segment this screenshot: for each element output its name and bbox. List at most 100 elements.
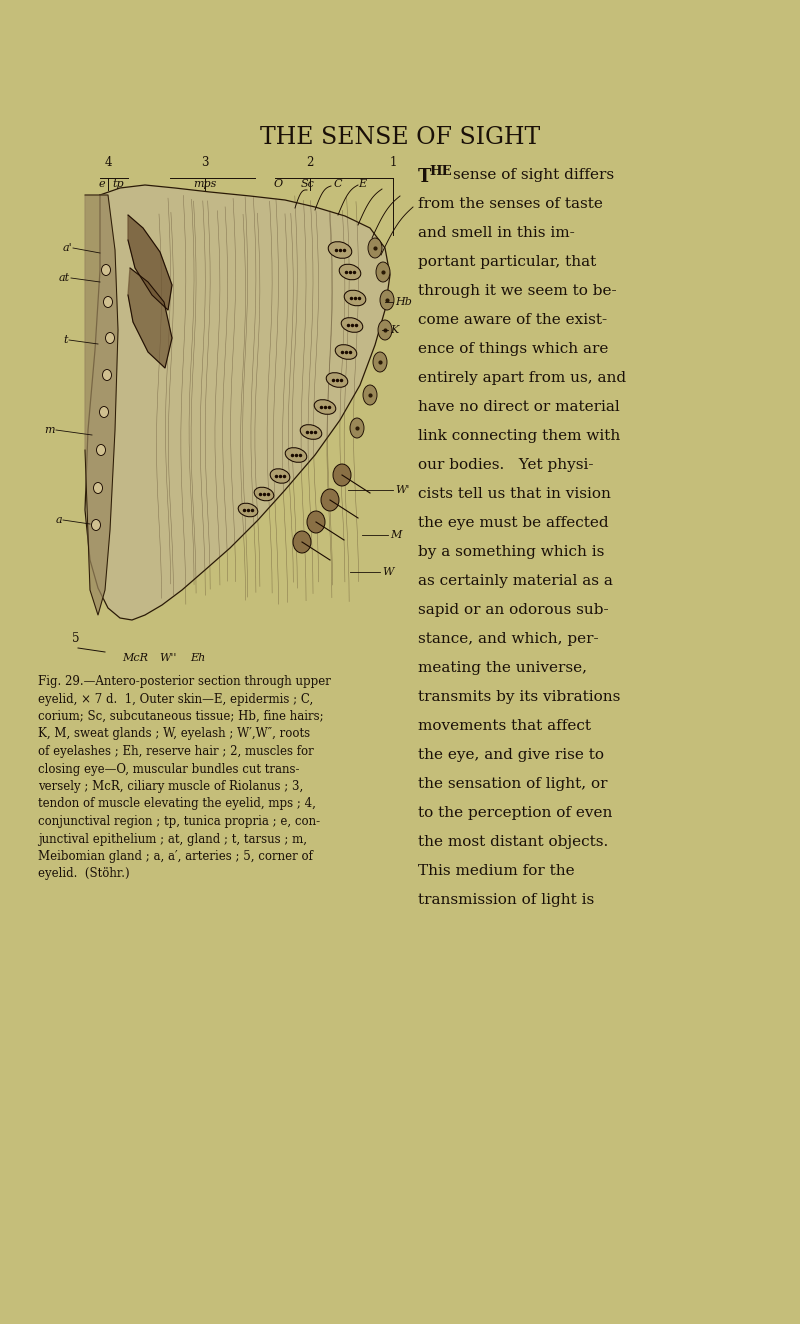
Ellipse shape [99,406,109,417]
Ellipse shape [94,482,102,494]
Text: O: O [274,179,282,189]
Text: the most distant objects.: the most distant objects. [418,835,608,849]
Text: our bodies.   Yet physi-: our bodies. Yet physi- [418,458,594,471]
Polygon shape [128,267,172,368]
Text: movements that affect: movements that affect [418,719,591,733]
Text: the eye, and give rise to: the eye, and give rise to [418,748,604,763]
Text: Fig. 29.—Antero-posterior section through upper: Fig. 29.—Antero-posterior section throug… [38,675,331,688]
Text: e: e [98,179,106,189]
Text: E: E [358,179,366,189]
Text: from the senses of taste: from the senses of taste [418,197,603,211]
Text: of eyelashes ; Eh, reserve hair ; 2, muscles for: of eyelashes ; Eh, reserve hair ; 2, mus… [38,745,314,759]
Text: corium; Sc, subcutaneous tissue; Hb, fine hairs;: corium; Sc, subcutaneous tissue; Hb, fin… [38,710,324,723]
Text: conjunctival region ; tp, tunica propria ; e, con-: conjunctival region ; tp, tunica propria… [38,816,320,828]
Text: eyelid.  (Stöhr.): eyelid. (Stöhr.) [38,867,130,880]
Ellipse shape [363,385,377,405]
Text: cists tell us that in vision: cists tell us that in vision [418,487,611,500]
Ellipse shape [102,265,110,275]
Text: stance, and which, per-: stance, and which, per- [418,632,598,646]
Text: a': a' [62,244,72,253]
Text: as certainly material as a: as certainly material as a [418,575,613,588]
Text: closing eye—O, muscular bundles cut trans-: closing eye—O, muscular bundles cut tran… [38,763,299,776]
Text: 4: 4 [104,156,112,169]
Ellipse shape [368,238,382,258]
Ellipse shape [342,318,362,332]
Polygon shape [85,185,390,620]
Text: Meibomian gland ; a, a′, arteries ; 5, corner of: Meibomian gland ; a, a′, arteries ; 5, c… [38,850,313,863]
Text: at: at [59,273,70,283]
Text: by a something which is: by a something which is [418,545,604,559]
Text: Hb: Hb [395,297,412,307]
Ellipse shape [350,418,364,438]
Text: Sc: Sc [301,179,315,189]
Text: This medium for the: This medium for the [418,865,574,878]
Text: K: K [390,324,398,335]
Text: a: a [55,515,62,526]
Ellipse shape [102,369,111,380]
Text: transmits by its vibrations: transmits by its vibrations [418,690,620,704]
Text: come aware of the exist-: come aware of the exist- [418,312,607,327]
Ellipse shape [335,344,357,359]
Text: McR: McR [122,653,148,663]
Text: have no direct or material: have no direct or material [418,400,620,414]
Ellipse shape [339,265,361,279]
Ellipse shape [380,290,394,310]
Ellipse shape [333,463,351,486]
Ellipse shape [300,425,322,440]
Text: versely ; McR, ciliary muscle of Riolanus ; 3,: versely ; McR, ciliary muscle of Riolanu… [38,780,303,793]
Ellipse shape [373,352,387,372]
Text: 5: 5 [72,632,79,645]
Text: K, M, sweat glands ; W, eyelash ; W′,W″, roots: K, M, sweat glands ; W, eyelash ; W′,W″,… [38,727,310,740]
Text: W': W' [395,485,410,495]
Text: entirely apart from us, and: entirely apart from us, and [418,371,626,385]
Ellipse shape [238,503,258,516]
Text: mps: mps [194,179,217,189]
Text: M: M [390,530,402,540]
Text: link connecting them with: link connecting them with [418,429,620,444]
Text: the sensation of light, or: the sensation of light, or [418,777,607,790]
Text: sense of sight differs: sense of sight differs [453,168,614,181]
Text: T: T [418,168,431,185]
Text: to the perception of even: to the perception of even [418,806,612,820]
Text: eyelid, × 7 d.  1, Outer skin—E, epidermis ; C,: eyelid, × 7 d. 1, Outer skin—E, epidermi… [38,692,314,706]
Text: 2: 2 [306,156,314,169]
Ellipse shape [328,242,352,258]
Text: 1: 1 [390,156,397,169]
Text: tp: tp [112,179,124,189]
Ellipse shape [254,487,274,500]
Ellipse shape [103,297,113,307]
Text: sapid or an odorous sub-: sapid or an odorous sub- [418,602,609,617]
Text: W'': W'' [159,653,177,663]
Text: tendon of muscle elevating the eyelid, mps ; 4,: tendon of muscle elevating the eyelid, m… [38,797,316,810]
Text: W: W [382,567,394,577]
Text: transmission of light is: transmission of light is [418,892,594,907]
Ellipse shape [326,372,348,388]
Text: and smell in this im-: and smell in this im- [418,226,574,240]
Text: THE SENSE OF SIGHT: THE SENSE OF SIGHT [260,127,540,150]
Polygon shape [85,195,118,616]
Text: t: t [63,335,68,346]
Ellipse shape [106,332,114,343]
Polygon shape [128,214,172,310]
Text: ence of things which are: ence of things which are [418,342,608,356]
Text: junctival epithelium ; at, gland ; t, tarsus ; m,: junctival epithelium ; at, gland ; t, ta… [38,833,307,846]
Ellipse shape [97,445,106,455]
Ellipse shape [286,448,306,462]
Text: HE: HE [429,166,452,177]
Ellipse shape [321,489,339,511]
Text: the eye must be affected: the eye must be affected [418,516,609,530]
Ellipse shape [270,469,290,483]
Text: meating the universe,: meating the universe, [418,661,587,675]
Text: through it we seem to be-: through it we seem to be- [418,285,617,298]
Text: 3: 3 [202,156,209,169]
Ellipse shape [91,519,101,531]
Ellipse shape [293,531,311,553]
Ellipse shape [376,262,390,282]
Ellipse shape [344,290,366,306]
Ellipse shape [307,511,325,534]
Text: portant particular, that: portant particular, that [418,256,596,269]
Ellipse shape [378,320,392,340]
Text: C: C [334,179,342,189]
Text: m: m [45,425,55,436]
Text: Eh: Eh [190,653,206,663]
